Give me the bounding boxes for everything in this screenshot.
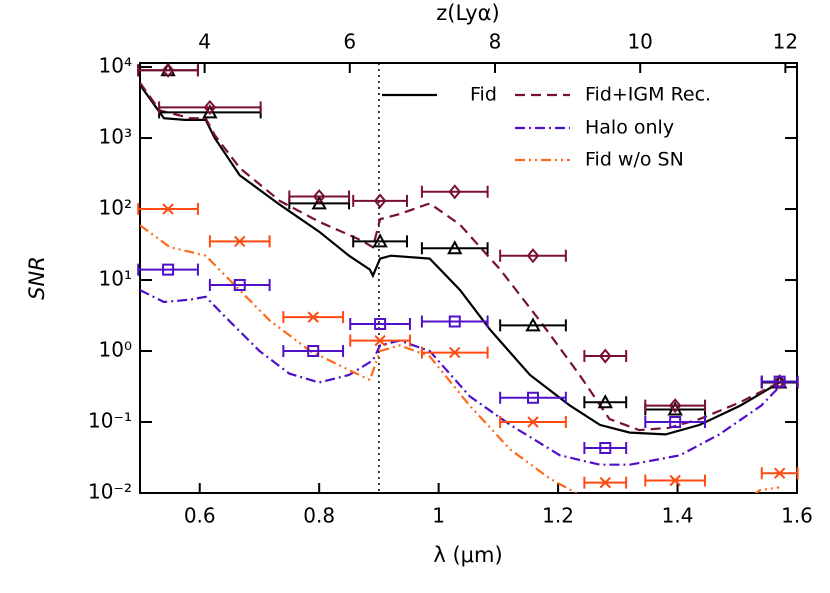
error-bar [499, 319, 567, 332]
error-bar [583, 396, 628, 409]
data-marker [312, 188, 326, 205]
error-bar [420, 185, 489, 198]
error-bar [349, 318, 411, 331]
error-bar [137, 263, 199, 276]
data-marker [449, 346, 461, 359]
data-marker [162, 263, 175, 276]
x2-tick-label: 4 [198, 30, 211, 54]
y-tick-label: 10² [99, 196, 132, 220]
data-marker [599, 442, 612, 455]
data-marker [447, 240, 463, 255]
legend-label: Halo only [585, 117, 674, 139]
series-line [140, 82, 780, 432]
error-bar [420, 315, 489, 328]
data-marker [526, 248, 540, 264]
y-tick-label: 10⁰ [99, 338, 132, 362]
plot-area [140, 82, 780, 493]
data-marker [307, 345, 320, 358]
error-bar [583, 442, 628, 455]
error-bar [644, 399, 707, 412]
y-tick-label: 10⁴ [99, 54, 132, 78]
data-marker [668, 398, 682, 414]
legend-label: Fid w/o SN [585, 149, 684, 171]
series-line [140, 289, 780, 466]
x-tick-label: 0.8 [303, 504, 335, 528]
data-marker [161, 62, 175, 78]
error-bar [352, 235, 408, 248]
data-marker [311, 195, 327, 210]
data-marker [599, 476, 611, 489]
data-marker [598, 348, 612, 364]
series-line [140, 84, 780, 436]
error-bar [583, 350, 628, 363]
error-bar [420, 242, 489, 255]
error-bar [208, 279, 271, 292]
y-axis-label: SNR [25, 256, 49, 300]
x-tick-label: 1.6 [781, 504, 813, 528]
error-bar [288, 190, 351, 203]
error-bar [137, 64, 199, 77]
data-marker [374, 318, 387, 331]
x2-tick-label: 8 [489, 30, 502, 54]
x2-axis-label: z(Lyα) [436, 1, 499, 25]
x2-tick-label: 12 [773, 30, 798, 54]
error-bar [499, 249, 567, 262]
x-tick-label: 0.6 [184, 504, 216, 528]
data-marker [202, 104, 218, 119]
data-marker [233, 279, 246, 292]
series-line [140, 224, 780, 493]
x-tick-label: 1.4 [662, 504, 694, 528]
x2-tick-label: 10 [627, 30, 652, 54]
data-marker [372, 233, 388, 248]
error-bar [352, 194, 408, 207]
data-marker [448, 184, 462, 200]
error-bar [158, 101, 262, 114]
error-bar [282, 345, 345, 358]
y-tick-label: 10¹ [99, 267, 132, 291]
data-marker [527, 391, 540, 404]
data-marker [597, 394, 613, 409]
data-marker [527, 416, 539, 428]
data-marker [307, 311, 319, 323]
data-marker [448, 315, 461, 328]
error-bar [499, 391, 567, 404]
y-tick-label: 10⁻¹ [88, 409, 132, 433]
data-marker [773, 375, 786, 388]
legend-label: Fid+IGM Rec. [585, 84, 711, 106]
x2-tick-label: 6 [343, 30, 356, 54]
error-bar [644, 416, 707, 429]
data-marker [162, 203, 174, 215]
data-marker [525, 317, 541, 332]
data-marker [374, 334, 386, 347]
data-marker [669, 416, 682, 429]
x-axis-label: λ (μm) [433, 543, 502, 567]
data-marker [773, 467, 786, 479]
data-marker [373, 193, 387, 209]
data-marker [669, 474, 681, 487]
y-tick-label: 10³ [99, 125, 132, 149]
plot-frame [139, 62, 798, 494]
error-bar [760, 375, 799, 388]
x-tick-label: 1 [432, 504, 445, 528]
y-tick-label: 10⁻² [88, 480, 132, 504]
data-marker [203, 99, 217, 115]
data-marker [234, 235, 246, 248]
legend-label: Fid [470, 84, 497, 106]
x-tick-label: 1.2 [542, 504, 574, 528]
